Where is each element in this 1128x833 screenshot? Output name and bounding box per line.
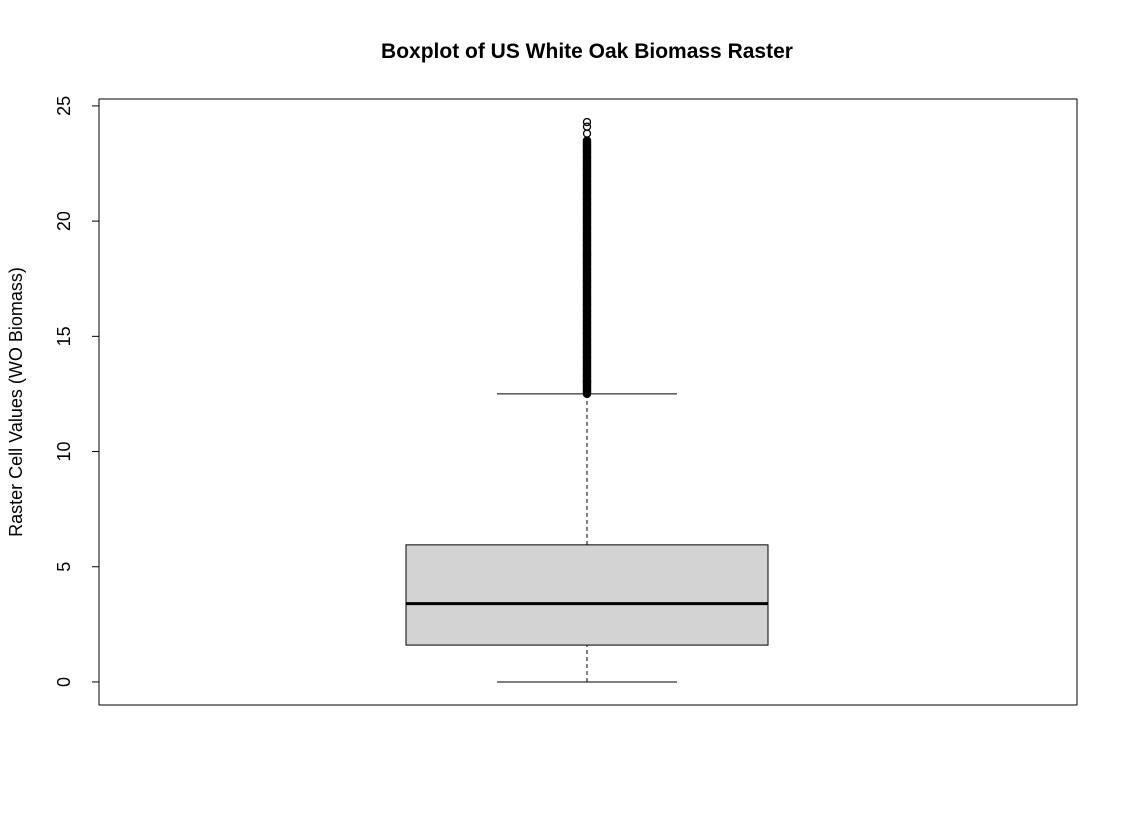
interquartile-box [405,544,769,646]
y-tick-label: 10 [54,442,74,462]
outlier-point [582,129,592,138]
y-tick-label: 15 [54,326,74,346]
y-tick-label: 20 [54,211,74,231]
y-axis: 0 5 10 15 20 25 [54,96,100,687]
y-tick-label: 0 [54,677,74,687]
outlier-point [582,117,592,127]
outlier-point [582,122,592,131]
chart-title: Boxplot of US White Oak Biomass Raster [381,40,793,63]
outlier-points [582,117,592,399]
y-tick-label: 5 [54,562,74,572]
y-axis-label: Raster Cell Values (WO Biomass) [6,267,26,537]
y-tick-label: 25 [54,96,74,116]
boxplot-series [405,117,769,683]
